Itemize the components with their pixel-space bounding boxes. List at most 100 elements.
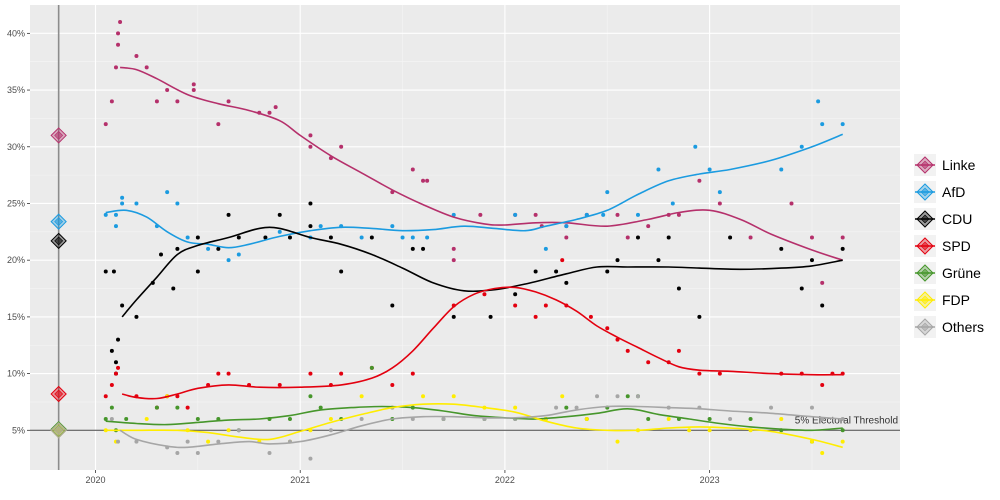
x-tick-label: 2020 <box>85 475 105 485</box>
poll-point-others <box>615 394 620 399</box>
poll-point-cdu <box>421 246 426 251</box>
poll-point-linke <box>421 178 426 183</box>
poll-point-cdu <box>799 286 804 291</box>
poll-point-cdu <box>171 286 176 291</box>
poll-point-linke <box>697 178 702 183</box>
poll-point-afd <box>564 224 569 229</box>
election-marker-inner-spd <box>54 389 64 399</box>
poll-point-linke <box>116 42 121 47</box>
poll-point-cdu <box>134 314 139 319</box>
election-marker-inner-afd <box>54 217 64 227</box>
poll-point-afd <box>707 167 712 172</box>
poll-point-spd <box>308 371 313 376</box>
poll-point-cdu <box>236 235 241 240</box>
poll-point-others <box>109 416 114 421</box>
poll-point-afd <box>226 258 231 263</box>
poll-point-spd <box>226 371 231 376</box>
poll-point-spd <box>588 314 593 319</box>
threshold-label: 5% Electoral Threshold <box>795 415 898 426</box>
poll-point-cdu <box>263 235 268 240</box>
poll-point-cdu <box>840 246 845 251</box>
poll-point-spd <box>185 405 190 410</box>
poll-point-afd <box>206 246 211 251</box>
poll-point-linke <box>410 167 415 172</box>
poll-point-others <box>809 405 814 410</box>
poll-point-gr-ne <box>195 416 200 421</box>
poll-point-linke <box>118 20 123 25</box>
poll-point-spd <box>113 371 118 376</box>
poll-point-linke <box>615 212 620 217</box>
legend-key-inner-afd <box>920 187 930 197</box>
x-axis: 2020 2021 2022 2023 <box>85 470 720 485</box>
legend-label-afd: AfD <box>942 184 965 200</box>
poll-point-others <box>116 439 121 444</box>
poll-point-others <box>134 439 139 444</box>
poll-point-fdp <box>328 416 333 421</box>
poll-point-cdu <box>277 212 282 217</box>
poll-point-fdp <box>206 439 211 444</box>
poll-point-spd <box>410 371 415 376</box>
poll-point-linke <box>425 178 430 183</box>
poll-point-afd <box>451 212 456 217</box>
poll-point-linke <box>113 65 118 70</box>
poll-point-spd <box>277 382 282 387</box>
poll-point-cdu <box>676 286 681 291</box>
poll-point-afd <box>717 190 722 195</box>
poll-point-others <box>185 439 190 444</box>
legend: Linke AfD CDU SPD Grüne FDP Others <box>912 152 996 345</box>
poll-point-linke <box>273 105 278 110</box>
poll-point-afd <box>236 252 241 257</box>
poll-point-cdu <box>809 258 814 263</box>
poll-point-afd <box>820 122 825 127</box>
poll-point-linke <box>308 144 313 149</box>
poll-point-linke <box>308 133 313 138</box>
poll-point-linke <box>646 224 651 229</box>
poll-point-others <box>359 416 364 421</box>
trend-lines <box>105 66 844 449</box>
poll-point-cdu <box>103 269 108 274</box>
poll-point-fdp <box>144 416 149 421</box>
y-tick-label: 30% <box>7 142 25 152</box>
poll-point-gr-ne <box>369 365 374 370</box>
poll-point-afd <box>425 235 430 240</box>
poll-point-gr-ne <box>318 405 323 410</box>
poll-point-gr-ne <box>840 428 845 433</box>
poll-point-linke <box>809 235 814 240</box>
poll-point-others <box>308 456 313 461</box>
poll-point-afd <box>185 235 190 240</box>
poll-point-spd <box>605 326 610 331</box>
poll-point-cdu <box>666 235 671 240</box>
poll-point-fdp <box>779 416 784 421</box>
poll-point-afd <box>605 190 610 195</box>
x-tick-label: 2021 <box>290 475 310 485</box>
poll-point-fdp <box>687 428 692 433</box>
poll-point-fdp <box>615 439 620 444</box>
y-tick-label: 15% <box>7 312 25 322</box>
plot-panel <box>30 5 900 470</box>
y-tick-label: 5% <box>12 425 25 435</box>
poll-point-spd <box>697 371 702 376</box>
poll-point-cdu <box>554 269 559 274</box>
poll-point-gr-ne <box>625 394 630 399</box>
poll-point-spd <box>116 365 121 370</box>
poll-point-afd <box>601 212 606 217</box>
poll-point-others <box>728 416 733 421</box>
poll-point-linke <box>789 201 794 206</box>
poll-point-spd <box>625 348 630 353</box>
poll-point-linke <box>116 31 121 36</box>
poll-point-cdu <box>195 235 200 240</box>
poll-point-gr-ne <box>308 394 313 399</box>
poll-point-others <box>635 394 640 399</box>
poll-point-afd <box>656 167 661 172</box>
y-tick-label: 40% <box>7 28 25 38</box>
poll-point-cdu <box>369 235 374 240</box>
trend-line-afd <box>105 133 844 249</box>
poll-point-afd <box>400 235 405 240</box>
poll-point-cdu <box>779 246 784 251</box>
election-marker-inner-cdu <box>54 236 64 246</box>
poll-point-cdu <box>308 201 313 206</box>
y-tick-label: 20% <box>7 255 25 265</box>
trend-line-cdu <box>121 226 843 318</box>
poll-point-others <box>328 428 333 433</box>
poll-point-linke <box>625 235 630 240</box>
